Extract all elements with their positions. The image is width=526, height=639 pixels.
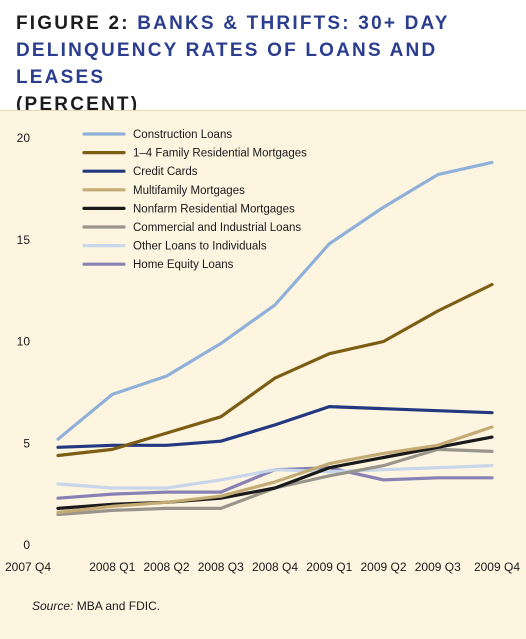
legend-label: Commercial and Industrial Loans (133, 222, 301, 234)
figure-label: FIGURE 2: (16, 13, 130, 34)
series-line (56, 464, 494, 490)
x-tick-label: 2008 Q3 (198, 560, 244, 574)
legend-label: Credit Cards (133, 166, 198, 178)
series-layer (56, 160, 494, 517)
x-tick-label: 2009 Q4 (474, 560, 520, 574)
y-tick-label: 0 (23, 538, 30, 552)
x-tick-label: 2009 Q2 (360, 560, 406, 574)
x-tick-label: 2008 Q1 (89, 560, 135, 574)
legend-label: Multifamily Mortgages (133, 185, 245, 197)
figure-title-line2: DELINQUENCY RATES OF LOANS AND LEASES (16, 40, 438, 88)
x-tick-label: 2009 Q1 (306, 560, 352, 574)
legend-label: 1–4 Family Residential Mortgages (133, 148, 307, 160)
x-tick-label: 2007 Q4 (5, 560, 51, 574)
y-tick-label: 10 (17, 335, 31, 349)
legend-label: Construction Loans (133, 129, 232, 141)
figure-header: FIGURE 2: BANKS & THRIFTS: 30+ DAY DELIN… (16, 10, 516, 118)
panel-divider (0, 110, 526, 111)
series-line (56, 160, 494, 441)
chart-legend: Construction Loans 1–4 Family Residential… (82, 129, 307, 271)
figure-subtitle: (PERCENT) (16, 94, 140, 115)
chart-axes: 0 5 10 15 20 2007 Q4 2008 Q1 2008 Q2 2008 Q3 2008… (5, 131, 520, 574)
chart-panel (0, 110, 526, 639)
legend-label: Home Equity Loans (133, 259, 234, 271)
source-note: Source: MBA and FDIC. (32, 599, 160, 613)
x-tick-label: 2008 Q2 (143, 560, 189, 574)
x-tick-label: 2008 Q4 (252, 560, 298, 574)
legend-label: Other Loans to Individuals (133, 241, 267, 253)
series-line (56, 282, 494, 458)
y-tick-label: 5 (23, 436, 30, 450)
legend-label: Nonfarm Residential Mortgages (133, 203, 295, 215)
source-text: MBA and FDIC. (76, 599, 161, 613)
source-label: Source: (32, 599, 74, 613)
series-line (56, 425, 494, 515)
y-tick-label: 15 (17, 233, 31, 247)
y-tick-label: 20 (17, 131, 31, 145)
series-line (56, 405, 494, 449)
x-tick-label: 2009 Q3 (415, 560, 461, 574)
figure-title-line1: BANKS & THRIFTS: 30+ DAY (137, 13, 450, 34)
